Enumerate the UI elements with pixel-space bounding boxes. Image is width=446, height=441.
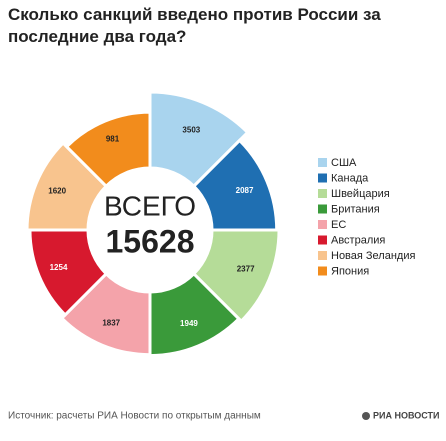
legend-swatch [318, 251, 327, 260]
source: Источник: расчеты РИА Новости по открыты… [8, 411, 261, 422]
value-label: 2087 [236, 186, 254, 195]
legend-label: Австралия [331, 234, 385, 246]
segment [191, 228, 281, 324]
value-label: 981 [106, 135, 120, 144]
chart-title: Сколько санкций введено против России за… [8, 5, 381, 46]
legend-swatch [318, 204, 327, 214]
logo-icon [362, 412, 370, 420]
legend-swatch [318, 158, 327, 167]
legend-label: Канада [331, 172, 369, 184]
value-label: 1620 [48, 187, 66, 196]
value-label: 1254 [50, 263, 68, 272]
value-label: 1949 [180, 319, 198, 328]
value-label: 1837 [102, 319, 120, 328]
legend-label: ЕС [331, 219, 346, 231]
center-label: ВСЕГО [104, 190, 196, 221]
legend-swatch [318, 189, 327, 198]
legend-label: Швейцария [331, 188, 390, 200]
legend-swatch [318, 266, 327, 276]
center-total: 15628 [106, 223, 195, 259]
legend-swatch [318, 235, 327, 245]
segment [25, 140, 109, 232]
title-box: Сколько санкций введено против России за… [8, 5, 381, 46]
segment [59, 271, 152, 357]
value-label: 2377 [237, 265, 255, 274]
legend-label: Новая Зеландия [331, 250, 415, 262]
legend-swatch [318, 173, 327, 183]
legend-label: США [331, 157, 357, 169]
legend-swatch [318, 220, 327, 229]
logo: РИА НОВОСТИ [373, 410, 440, 420]
legend-label: Британия [331, 203, 380, 215]
value-label: 3503 [182, 125, 200, 134]
segment [148, 90, 250, 189]
segment [64, 110, 152, 189]
legend-label: Япония [331, 265, 369, 277]
